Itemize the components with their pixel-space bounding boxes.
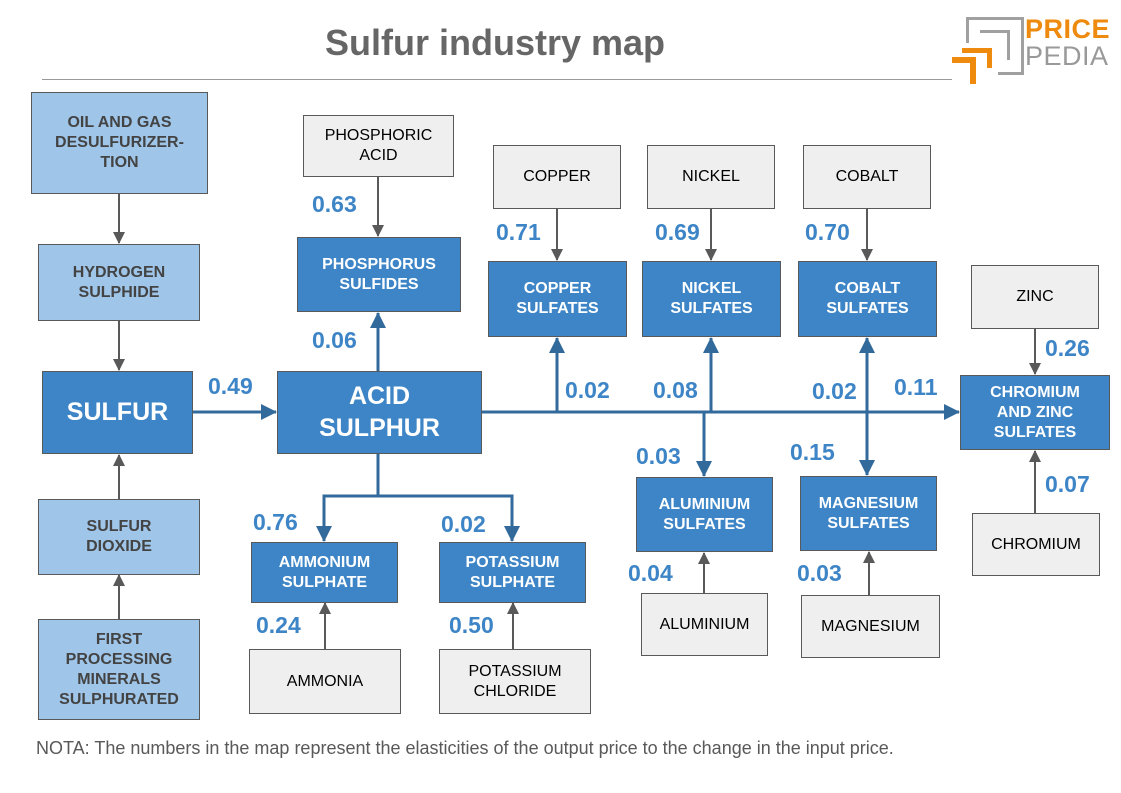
logo-frame-icon bbox=[966, 17, 1024, 75]
node-chromium-zinc-sulfates: CHROMIUM AND ZINC SULFATES bbox=[960, 375, 1110, 450]
logo-frame-part bbox=[966, 17, 969, 43]
elasticity-acid-potassium: 0.02 bbox=[441, 511, 486, 537]
node-magnesium-sulfates: MAGNESIUM SULFATES bbox=[800, 476, 937, 551]
node-phosphorus-sulfides: PHOSPHORUS SULFIDES bbox=[297, 237, 461, 312]
logo-text-pedia: PEDIA bbox=[1025, 41, 1109, 71]
logo-frame-part bbox=[998, 72, 1024, 75]
node-ammonium-sulphate: AMMONIUM SULPHATE bbox=[251, 542, 398, 603]
node-copper: COPPER bbox=[493, 145, 621, 209]
elasticity-cobalt: 0.70 bbox=[805, 219, 850, 245]
node-cobalt: COBALT bbox=[803, 145, 931, 209]
elasticity-phosphoric-acid: 0.63 bbox=[312, 191, 357, 217]
elasticity-ammonia: 0.24 bbox=[256, 612, 301, 638]
elasticity-acid-copper: 0.02 bbox=[565, 377, 610, 403]
node-ammonia: AMMONIA bbox=[249, 649, 401, 714]
node-zinc: ZINC bbox=[971, 265, 1099, 329]
elasticity-acid-magnesium: 0.15 bbox=[790, 439, 835, 465]
logo-text-price: PRICE bbox=[1025, 14, 1111, 44]
node-cobalt-sulfates: COBALT SULFATES bbox=[798, 261, 937, 337]
node-nickel: NICKEL bbox=[647, 145, 775, 209]
elasticity-magnesium: 0.03 bbox=[797, 560, 842, 586]
node-potassium-chloride: POTASSIUM CHLORIDE bbox=[439, 649, 591, 714]
elasticity-copper: 0.71 bbox=[496, 219, 541, 245]
node-magnesium: MAGNESIUM bbox=[801, 595, 940, 658]
node-phosphoric-acid: PHOSPHORIC ACID bbox=[303, 115, 454, 177]
elasticity-acid-chromium-zinc: 0.11 bbox=[894, 374, 938, 400]
elasticity-acid-nickel: 0.08 bbox=[653, 377, 698, 403]
elasticity-sulfur-acid: 0.49 bbox=[208, 373, 253, 399]
logo-orange-bar-icon bbox=[970, 57, 976, 84]
elasticity-acid-cobalt: 0.02 bbox=[812, 378, 857, 404]
logo-orange-bar-icon bbox=[952, 57, 976, 63]
elasticity-aluminium: 0.04 bbox=[628, 560, 673, 586]
node-chromium: CHROMIUM bbox=[972, 513, 1100, 576]
title-divider bbox=[42, 79, 952, 80]
node-hydrogen-sulphide: HYDROGEN SULPHIDE bbox=[38, 244, 200, 321]
page-title: Sulfur industry map bbox=[324, 22, 666, 63]
node-oil-gas-desulfurization: OIL AND GAS DESULFURIZER- TION bbox=[31, 92, 208, 194]
node-copper-sulfates: COPPER SULFATES bbox=[488, 261, 627, 337]
elasticity-potassium-chloride: 0.50 bbox=[449, 612, 494, 638]
pricepedia-logo: PRICE PEDIA bbox=[952, 12, 1112, 87]
logo-orange-bar-icon bbox=[962, 48, 992, 53]
elasticity-nickel: 0.69 bbox=[655, 219, 700, 245]
node-sulfur: SULFUR bbox=[42, 371, 193, 454]
elasticity-acid-phosphorus: 0.06 bbox=[312, 327, 357, 353]
node-aluminium: ALUMINIUM bbox=[641, 593, 768, 656]
logo-inner-frame-icon bbox=[980, 30, 1010, 60]
node-potassium-sulphate: POTASSIUM SULPHATE bbox=[439, 542, 586, 603]
node-nickel-sulfates: NICKEL SULFATES bbox=[642, 261, 781, 337]
elasticity-acid-ammonium: 0.76 bbox=[253, 509, 298, 535]
node-aluminium-sulfates: ALUMINIUM SULFATES bbox=[636, 477, 773, 552]
elasticity-zinc: 0.26 bbox=[1045, 335, 1090, 361]
elasticity-acid-aluminium: 0.03 bbox=[636, 443, 681, 469]
node-acid-sulphur: ACID SULPHUR bbox=[277, 371, 482, 454]
elasticity-chromium: 0.07 bbox=[1045, 471, 1090, 497]
node-sulfur-dioxide: SULFUR DIOXIDE bbox=[38, 499, 200, 575]
node-first-processing-minerals: FIRST PROCESSING MINERALS SULPHURATED bbox=[38, 619, 200, 720]
footnote: NOTA: The numbers in the map represent t… bbox=[36, 738, 894, 758]
logo-orange-bar-icon bbox=[987, 48, 992, 68]
